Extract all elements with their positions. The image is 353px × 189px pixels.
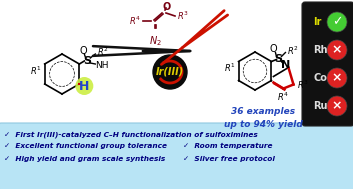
Text: Rh: Rh xyxy=(313,45,328,55)
Text: $N_2$: $N_2$ xyxy=(149,34,161,48)
Text: ×: × xyxy=(332,43,342,57)
Circle shape xyxy=(327,68,347,88)
Text: O: O xyxy=(163,2,171,12)
Text: S: S xyxy=(83,56,91,66)
Text: ✓  High yield and gram scale synthesis: ✓ High yield and gram scale synthesis xyxy=(4,156,165,162)
Text: O: O xyxy=(79,46,87,56)
Circle shape xyxy=(327,96,347,116)
Text: $R^4$: $R^4$ xyxy=(277,90,289,103)
Text: $R^2$: $R^2$ xyxy=(287,44,299,57)
Text: $R^4$: $R^4$ xyxy=(129,15,141,27)
Text: ✓: ✓ xyxy=(332,15,342,29)
FancyBboxPatch shape xyxy=(302,2,353,126)
Text: S: S xyxy=(274,54,282,64)
Circle shape xyxy=(75,77,93,95)
Text: NH: NH xyxy=(95,60,109,70)
FancyBboxPatch shape xyxy=(0,123,353,189)
Circle shape xyxy=(327,12,347,32)
Text: H: H xyxy=(79,80,90,92)
Text: $R^3$: $R^3$ xyxy=(177,10,189,22)
Text: ✓  Excellent functional group tolerance: ✓ Excellent functional group tolerance xyxy=(4,143,167,149)
Text: Ru: Ru xyxy=(313,101,328,111)
Text: ×: × xyxy=(332,99,342,112)
Text: $R^1$: $R^1$ xyxy=(30,65,42,77)
Text: N: N xyxy=(281,60,290,70)
Text: ×: × xyxy=(332,71,342,84)
Text: $R^2$: $R^2$ xyxy=(97,46,109,58)
Text: ✓  First Ir(III)-catalyzed C–H functionalization of sulfoximines: ✓ First Ir(III)-catalyzed C–H functional… xyxy=(4,131,258,138)
Text: O: O xyxy=(270,44,277,54)
Text: ✓  Room temperature: ✓ Room temperature xyxy=(183,143,273,149)
Circle shape xyxy=(153,55,187,89)
Text: Co: Co xyxy=(313,73,327,83)
Circle shape xyxy=(327,40,347,60)
Text: Ir(III): Ir(III) xyxy=(156,67,184,77)
Text: 36 examples
up to 94% yield: 36 examples up to 94% yield xyxy=(223,107,303,129)
Text: $R^1$: $R^1$ xyxy=(224,62,236,74)
Text: $R^3$: $R^3$ xyxy=(298,78,309,91)
Text: ✓  Silver free protocol: ✓ Silver free protocol xyxy=(183,156,275,162)
Text: Ir: Ir xyxy=(313,17,321,27)
